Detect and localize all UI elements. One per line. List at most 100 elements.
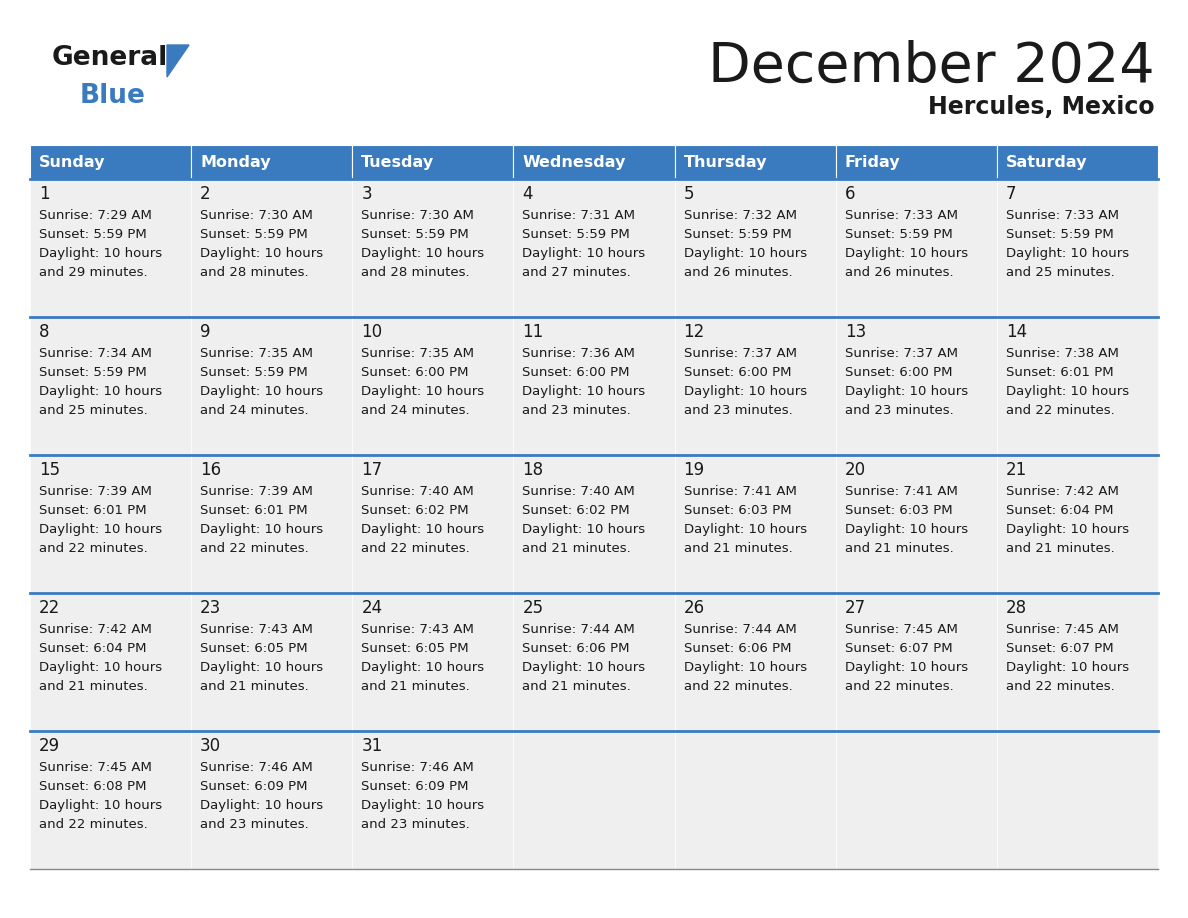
Text: 14: 14: [1006, 323, 1026, 341]
Text: and 22 minutes.: and 22 minutes.: [39, 818, 147, 831]
Text: Sunrise: 7:45 AM: Sunrise: 7:45 AM: [39, 761, 152, 774]
Text: and 26 minutes.: and 26 minutes.: [845, 266, 953, 279]
FancyBboxPatch shape: [191, 317, 353, 455]
Text: 15: 15: [39, 461, 61, 479]
Text: Sunrise: 7:42 AM: Sunrise: 7:42 AM: [39, 623, 152, 636]
Text: and 21 minutes.: and 21 minutes.: [361, 680, 470, 693]
Text: Sunset: 6:00 PM: Sunset: 6:00 PM: [683, 366, 791, 379]
FancyBboxPatch shape: [997, 455, 1158, 593]
FancyBboxPatch shape: [30, 593, 191, 731]
Text: Sunrise: 7:33 AM: Sunrise: 7:33 AM: [845, 209, 958, 222]
Text: Sunrise: 7:33 AM: Sunrise: 7:33 AM: [1006, 209, 1119, 222]
FancyBboxPatch shape: [675, 593, 835, 731]
Text: and 22 minutes.: and 22 minutes.: [683, 680, 792, 693]
Text: and 22 minutes.: and 22 minutes.: [361, 542, 470, 555]
Text: Daylight: 10 hours: Daylight: 10 hours: [845, 385, 968, 398]
Text: 22: 22: [39, 599, 61, 617]
Text: Daylight: 10 hours: Daylight: 10 hours: [361, 799, 485, 812]
Text: 8: 8: [39, 323, 50, 341]
Text: 21: 21: [1006, 461, 1028, 479]
FancyBboxPatch shape: [191, 179, 353, 317]
FancyBboxPatch shape: [191, 145, 353, 179]
Text: 20: 20: [845, 461, 866, 479]
Text: and 21 minutes.: and 21 minutes.: [845, 542, 954, 555]
FancyBboxPatch shape: [513, 593, 675, 731]
FancyBboxPatch shape: [997, 145, 1158, 179]
Text: Daylight: 10 hours: Daylight: 10 hours: [200, 799, 323, 812]
Text: Sunrise: 7:46 AM: Sunrise: 7:46 AM: [200, 761, 312, 774]
Text: Daylight: 10 hours: Daylight: 10 hours: [523, 247, 645, 260]
FancyBboxPatch shape: [675, 731, 835, 869]
Text: Sunrise: 7:43 AM: Sunrise: 7:43 AM: [200, 623, 312, 636]
Text: Sunrise: 7:41 AM: Sunrise: 7:41 AM: [683, 485, 796, 498]
FancyBboxPatch shape: [30, 179, 191, 317]
Text: Daylight: 10 hours: Daylight: 10 hours: [683, 523, 807, 536]
FancyBboxPatch shape: [997, 317, 1158, 455]
Text: and 21 minutes.: and 21 minutes.: [39, 680, 147, 693]
Text: and 21 minutes.: and 21 minutes.: [523, 542, 631, 555]
Text: Sunrise: 7:29 AM: Sunrise: 7:29 AM: [39, 209, 152, 222]
Text: Sunset: 6:09 PM: Sunset: 6:09 PM: [200, 780, 308, 793]
FancyBboxPatch shape: [997, 179, 1158, 317]
FancyBboxPatch shape: [191, 731, 353, 869]
FancyBboxPatch shape: [835, 317, 997, 455]
Text: Sunset: 6:01 PM: Sunset: 6:01 PM: [1006, 366, 1113, 379]
Text: 7: 7: [1006, 185, 1017, 203]
Text: Sunset: 6:02 PM: Sunset: 6:02 PM: [523, 504, 630, 517]
Text: Daylight: 10 hours: Daylight: 10 hours: [200, 523, 323, 536]
Text: Sunset: 6:05 PM: Sunset: 6:05 PM: [361, 642, 469, 655]
Text: Sunset: 6:00 PM: Sunset: 6:00 PM: [361, 366, 469, 379]
FancyBboxPatch shape: [353, 593, 513, 731]
Text: Sunset: 6:03 PM: Sunset: 6:03 PM: [845, 504, 953, 517]
Text: Sunset: 6:05 PM: Sunset: 6:05 PM: [200, 642, 308, 655]
Text: and 27 minutes.: and 27 minutes.: [523, 266, 631, 279]
Text: Daylight: 10 hours: Daylight: 10 hours: [361, 661, 485, 674]
Text: and 25 minutes.: and 25 minutes.: [39, 404, 147, 417]
Text: Daylight: 10 hours: Daylight: 10 hours: [683, 385, 807, 398]
FancyBboxPatch shape: [30, 731, 191, 869]
Text: 18: 18: [523, 461, 544, 479]
Text: Sunset: 6:01 PM: Sunset: 6:01 PM: [200, 504, 308, 517]
Text: 30: 30: [200, 737, 221, 755]
Polygon shape: [168, 45, 189, 77]
Text: Sunrise: 7:34 AM: Sunrise: 7:34 AM: [39, 347, 152, 360]
FancyBboxPatch shape: [513, 455, 675, 593]
Text: Daylight: 10 hours: Daylight: 10 hours: [523, 661, 645, 674]
Text: Daylight: 10 hours: Daylight: 10 hours: [523, 385, 645, 398]
Text: Thursday: Thursday: [683, 154, 767, 170]
Text: Daylight: 10 hours: Daylight: 10 hours: [200, 661, 323, 674]
Text: and 28 minutes.: and 28 minutes.: [361, 266, 470, 279]
FancyBboxPatch shape: [835, 179, 997, 317]
Text: Tuesday: Tuesday: [361, 154, 435, 170]
Text: Sunrise: 7:32 AM: Sunrise: 7:32 AM: [683, 209, 797, 222]
Text: Daylight: 10 hours: Daylight: 10 hours: [1006, 385, 1129, 398]
Text: Daylight: 10 hours: Daylight: 10 hours: [845, 661, 968, 674]
Text: Daylight: 10 hours: Daylight: 10 hours: [39, 799, 162, 812]
Text: Daylight: 10 hours: Daylight: 10 hours: [1006, 523, 1129, 536]
Text: and 22 minutes.: and 22 minutes.: [39, 542, 147, 555]
FancyBboxPatch shape: [191, 455, 353, 593]
Text: Sunset: 6:06 PM: Sunset: 6:06 PM: [683, 642, 791, 655]
Text: Sunset: 5:59 PM: Sunset: 5:59 PM: [39, 366, 147, 379]
Text: 11: 11: [523, 323, 544, 341]
Text: Daylight: 10 hours: Daylight: 10 hours: [361, 523, 485, 536]
FancyBboxPatch shape: [513, 179, 675, 317]
FancyBboxPatch shape: [835, 145, 997, 179]
Text: 16: 16: [200, 461, 221, 479]
Text: and 22 minutes.: and 22 minutes.: [1006, 680, 1114, 693]
Text: 26: 26: [683, 599, 704, 617]
Text: Sunset: 6:04 PM: Sunset: 6:04 PM: [1006, 504, 1113, 517]
Text: and 22 minutes.: and 22 minutes.: [845, 680, 954, 693]
FancyBboxPatch shape: [353, 455, 513, 593]
Text: 12: 12: [683, 323, 704, 341]
Text: Sunrise: 7:35 AM: Sunrise: 7:35 AM: [361, 347, 474, 360]
Text: 2: 2: [200, 185, 210, 203]
Text: Sunrise: 7:36 AM: Sunrise: 7:36 AM: [523, 347, 636, 360]
FancyBboxPatch shape: [513, 145, 675, 179]
Text: 1: 1: [39, 185, 50, 203]
Text: Sunset: 6:07 PM: Sunset: 6:07 PM: [1006, 642, 1113, 655]
Text: Sunset: 6:09 PM: Sunset: 6:09 PM: [361, 780, 469, 793]
FancyBboxPatch shape: [675, 179, 835, 317]
Text: and 23 minutes.: and 23 minutes.: [200, 818, 309, 831]
Text: Sunset: 5:59 PM: Sunset: 5:59 PM: [39, 228, 147, 241]
